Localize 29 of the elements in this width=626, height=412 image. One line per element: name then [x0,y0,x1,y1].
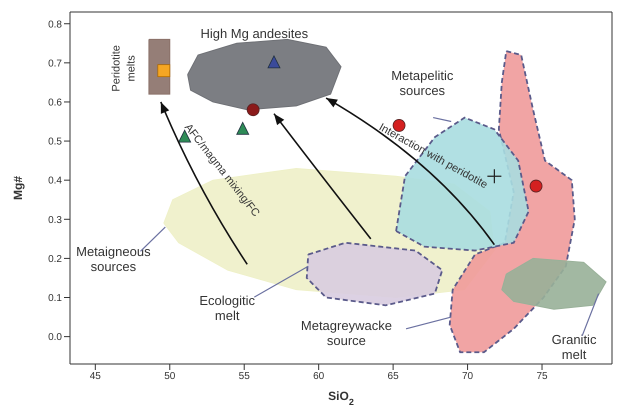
point [268,55,280,68]
y-tick-label: 0.8 [48,19,62,30]
y-tick-label: 0.5 [48,136,62,148]
annotation: Metapelitic sources [391,67,454,98]
y-axis-title: Mg# [11,176,25,200]
annotation: Peridotite melts [110,45,138,92]
y-tick-label: 0.7 [48,58,62,70]
x-tick-label: 55 [238,371,250,382]
point [157,64,170,78]
x-tick-label: 75 [536,371,548,382]
y-tick-label: 0.1 [48,293,62,304]
x-tick-label: 70 [462,371,474,382]
annotation: Metagreywacke source [300,317,392,348]
point [236,122,250,135]
annotation: Metaigneous sources [76,243,152,274]
x-tick-label: 60 [313,371,325,382]
y-tick-label: 0.6 [48,98,62,109]
x-axis-title: SiO$_{2}$ [328,389,354,407]
annotation: Granitic melt [552,331,597,362]
x-tick-label: 45 [90,371,102,382]
y-tick-label: 0.2 [48,254,62,265]
point [246,103,260,116]
annotation: High Mg andesites [200,26,309,41]
y-tick-label: 0.0 [48,332,62,344]
x-tick-label: 65 [388,371,400,382]
annotation: Ecologitic melt [199,292,256,323]
y-tick-label: 0.3 [48,214,62,226]
y-tick-label: 0.4 [48,176,62,187]
x-tick-label: 50 [164,371,176,382]
